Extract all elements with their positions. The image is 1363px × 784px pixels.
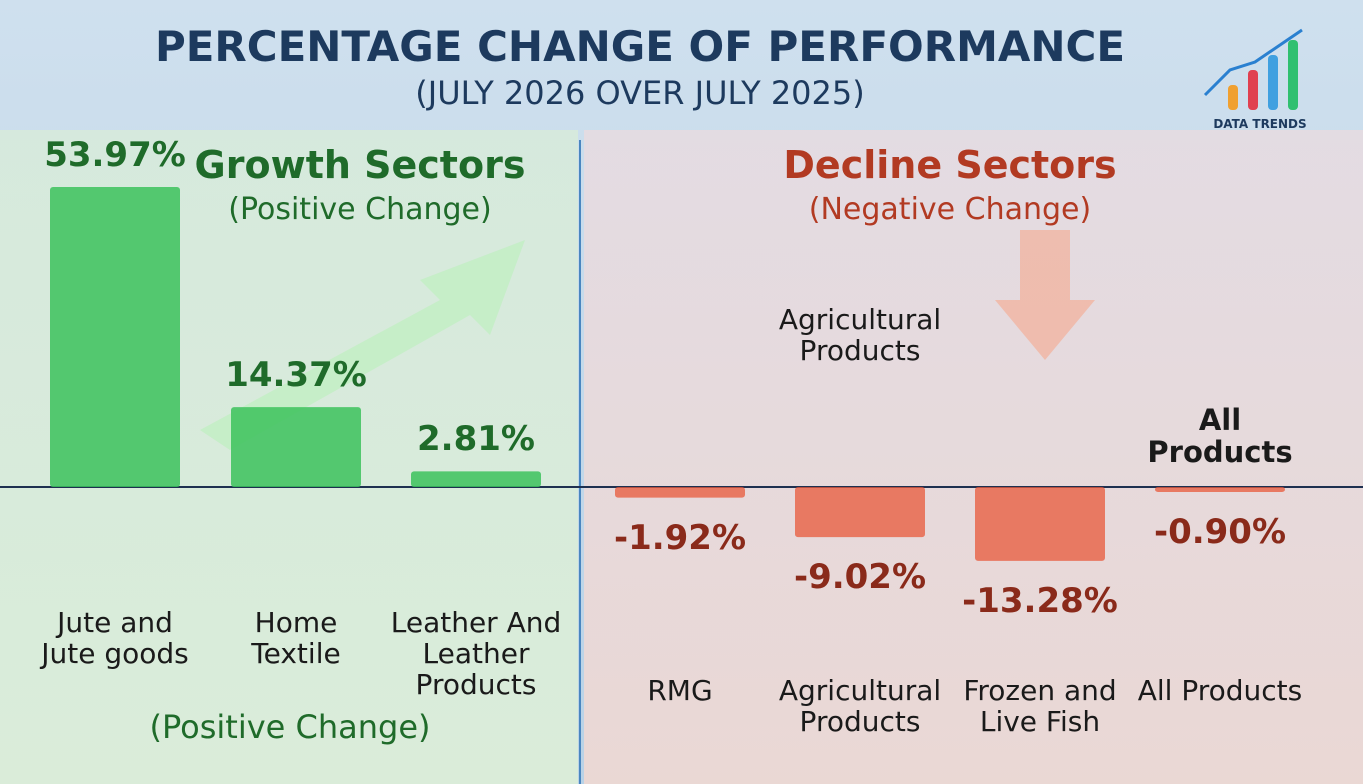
- bar: [795, 487, 925, 538]
- decline-subheading: (Negative Change): [808, 192, 1092, 227]
- up-arrow: [200, 240, 525, 450]
- down-arrow: [995, 230, 1095, 360]
- growth-heading: Growth Sectors: [194, 143, 526, 187]
- category-label: Jute and Jute goods: [41, 606, 189, 670]
- category-label: Frozen and Live Fish: [963, 674, 1117, 738]
- bar: [50, 187, 180, 487]
- category-label: RMG: [647, 674, 713, 707]
- value-label: -1.92%: [613, 517, 747, 558]
- category-label: Agricultural Products: [778, 674, 942, 738]
- annotation: All Products: [1147, 403, 1293, 469]
- bar: [411, 471, 541, 487]
- value-label: 14.37%: [225, 355, 367, 396]
- value-label: 2.81%: [417, 419, 535, 460]
- growth-subheading: (Positive Change): [228, 192, 492, 227]
- logo-text: DATA TRENDS: [1213, 117, 1307, 131]
- subtitle: (JULY 2026 OVER JULY 2025): [415, 74, 865, 112]
- growth-footer: (Positive Change): [149, 708, 431, 746]
- title: PERCENTAGE CHANGE OF PERFORMANCE: [154, 22, 1126, 71]
- bar: [1155, 487, 1285, 493]
- logo-icon: [1203, 28, 1303, 110]
- value-label: -9.02%: [793, 557, 927, 598]
- category-label: All Products: [1137, 674, 1303, 707]
- category-label: Leather And Leather Products: [390, 606, 562, 701]
- value-label: -0.90%: [1153, 512, 1287, 552]
- decline-panel: [584, 130, 1363, 784]
- bar: [975, 487, 1105, 561]
- value-label: 53.97%: [44, 135, 186, 175]
- category-label: Home Textile: [251, 606, 341, 670]
- bar: [615, 487, 745, 498]
- decline-heading: Decline Sectors: [783, 143, 1117, 187]
- annotation: Agricultural Products: [778, 303, 942, 367]
- value-label: -13.28%: [962, 580, 1118, 621]
- bar: [231, 407, 361, 487]
